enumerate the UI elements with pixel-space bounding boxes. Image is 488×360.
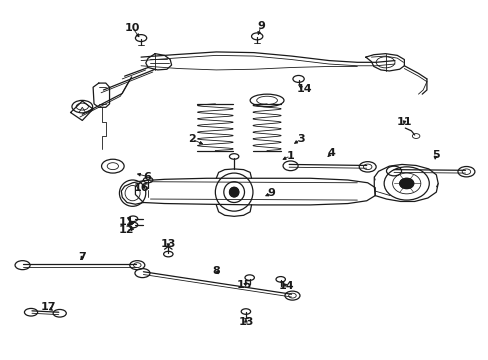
Text: 10: 10 xyxy=(124,23,140,33)
Text: 15: 15 xyxy=(236,280,252,290)
Ellipse shape xyxy=(399,178,413,189)
Text: 12: 12 xyxy=(118,225,134,235)
Text: 14: 14 xyxy=(296,84,311,94)
Text: 4: 4 xyxy=(327,148,335,158)
Ellipse shape xyxy=(229,187,238,197)
Text: 16: 16 xyxy=(134,183,149,193)
Text: 1: 1 xyxy=(286,151,294,161)
Text: 9: 9 xyxy=(267,188,275,198)
Text: 17: 17 xyxy=(40,302,56,312)
Text: 8: 8 xyxy=(212,266,220,276)
Text: 14: 14 xyxy=(279,281,294,291)
Text: 13: 13 xyxy=(238,317,253,327)
Text: 7: 7 xyxy=(78,252,86,262)
Text: 5: 5 xyxy=(431,150,439,160)
Text: 2: 2 xyxy=(187,134,195,144)
Text: 13: 13 xyxy=(161,239,176,249)
Text: 11: 11 xyxy=(118,217,134,227)
Text: 3: 3 xyxy=(297,134,304,144)
Text: 9: 9 xyxy=(257,21,264,31)
Text: 11: 11 xyxy=(396,117,411,127)
Text: 6: 6 xyxy=(143,171,151,181)
